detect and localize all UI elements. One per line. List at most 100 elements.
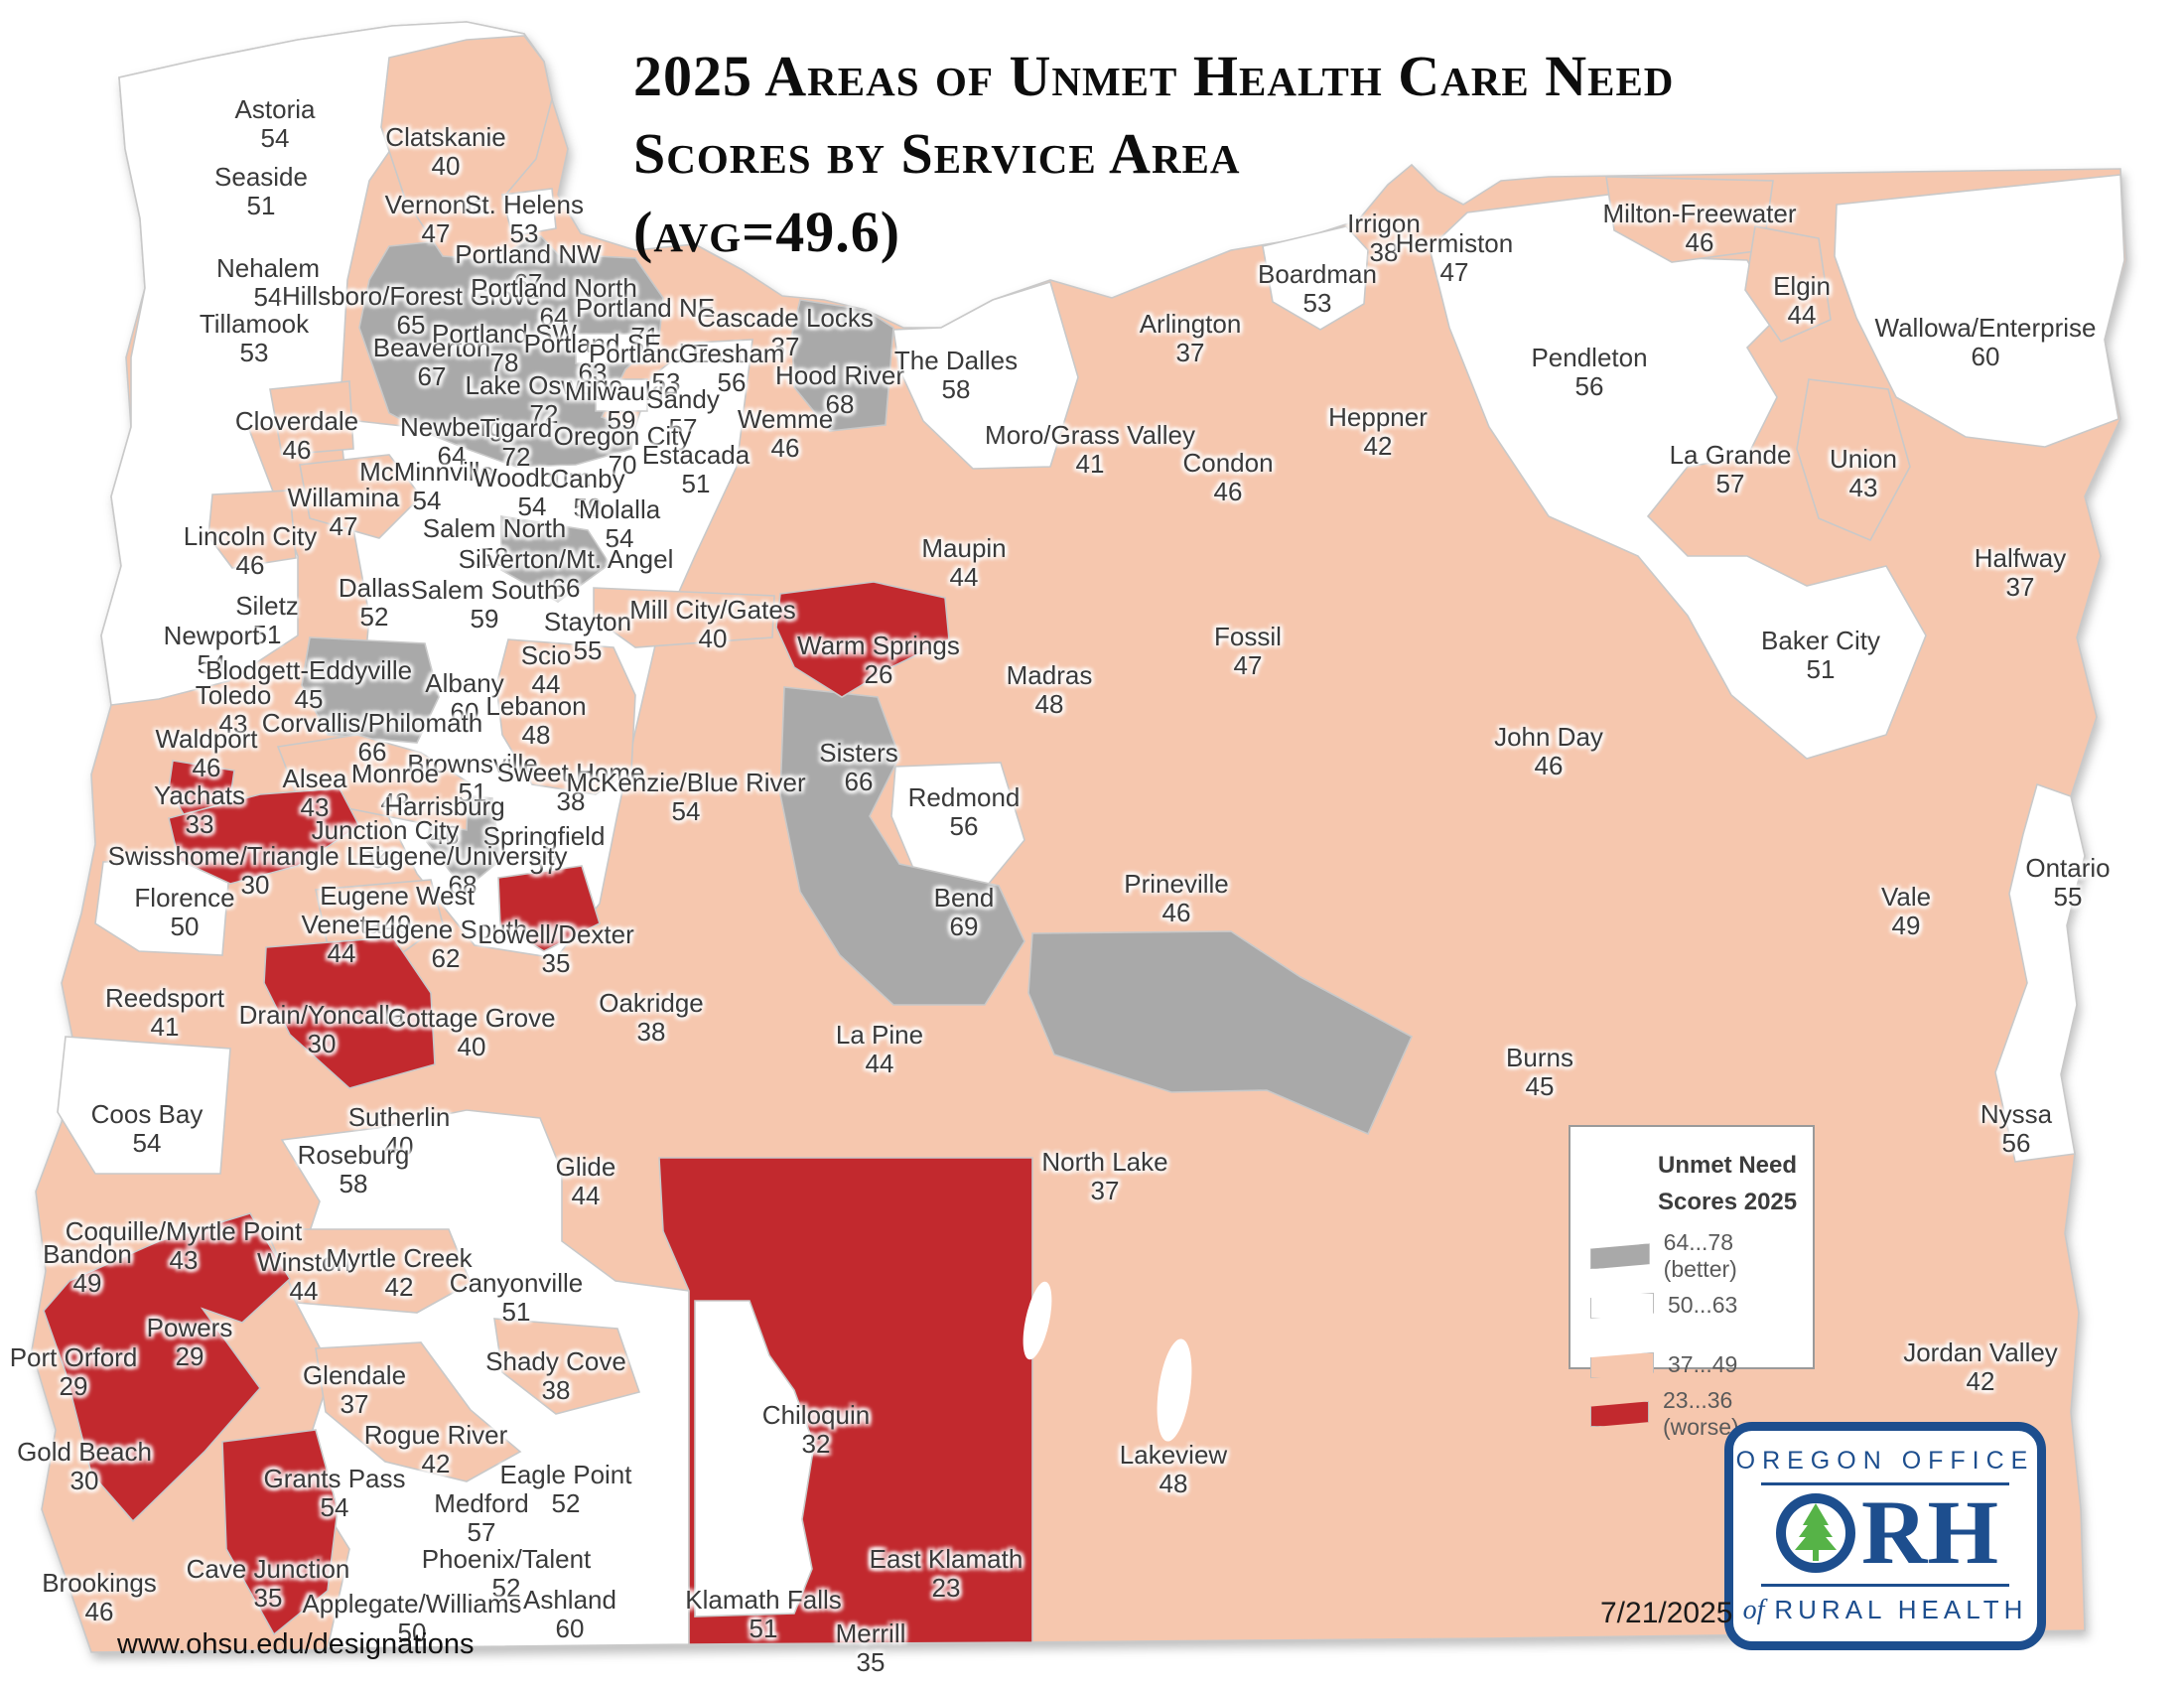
area-label: Toledo 43	[196, 680, 272, 740]
area-label: La Grande 57	[1670, 440, 1792, 499]
area-label: Bend 69	[934, 883, 995, 941]
footer-url: www.ohsu.edu/designations	[117, 1628, 475, 1660]
area-label: Cloverdale 46	[234, 406, 359, 465]
area-label: Lebanon 48	[485, 691, 586, 750]
area-score: 47	[1439, 257, 1469, 288]
area-name: Chiloquin	[761, 1400, 871, 1430]
area-score: 56	[2001, 1128, 2031, 1159]
area-name: Coquille/Myrtle Point	[65, 1216, 303, 1246]
region-shady-cove-peach	[493, 1318, 641, 1415]
area-label: Cascade Locks 37	[697, 303, 874, 361]
area-name: Medford	[434, 1488, 529, 1518]
area-name: Cascade Locks	[697, 303, 874, 333]
area-score: 46	[192, 753, 221, 783]
area-score: 53	[370, 844, 400, 875]
area-name: Willamina	[287, 483, 400, 512]
area-score: 72	[529, 399, 559, 430]
area-score: 57	[1715, 469, 1745, 499]
area-score: 44	[949, 562, 979, 593]
area-score: 63	[578, 357, 608, 388]
area-name: Myrtle Creek	[326, 1242, 473, 1273]
area-score: 58	[339, 1169, 368, 1199]
area-label: Fossil 47	[1214, 622, 1282, 680]
area-label: Bandon 49	[43, 1239, 132, 1299]
area-label: Clatskanie 40	[385, 122, 505, 181]
area-name: Jordan Valley	[1903, 1337, 2058, 1367]
area-label: Glide 44	[556, 1152, 616, 1210]
area-label: Drain/Yoncalla 30	[239, 1000, 405, 1058]
area-score: 57	[668, 413, 698, 444]
area-label: Stayton 55	[544, 607, 631, 665]
area-score: 37	[1090, 1176, 1120, 1206]
area-name: Swisshome/Triangle Lake	[107, 841, 403, 871]
area-name: Harrisburg	[384, 791, 505, 821]
area-label: Lowell/Dexter 35	[478, 919, 634, 979]
region-wallowa-white	[1834, 174, 2125, 448]
area-name: Gresham	[678, 339, 785, 368]
area-label: Jordan Valley 42	[1903, 1337, 2058, 1396]
area-label: Sisters 66	[819, 738, 897, 796]
area-label: Rogue River 42	[364, 1420, 508, 1478]
area-name: La Pine	[835, 1020, 924, 1050]
area-score: 44	[289, 1276, 319, 1307]
area-name: Gold Beach	[17, 1437, 152, 1467]
area-score: 44	[531, 669, 561, 700]
region-scio-lebanon-peach	[495, 638, 636, 795]
area-name: Roseburg	[297, 1140, 410, 1170]
area-score: 48	[1034, 689, 1064, 720]
area-name: Burns	[1506, 1043, 1573, 1072]
area-score: 60	[1971, 342, 2000, 372]
legend-label: 50...63	[1668, 1292, 1738, 1319]
area-score: 52	[491, 1573, 521, 1604]
area-name: Glendale	[302, 1360, 407, 1390]
area-score: 40	[698, 624, 728, 654]
area-score: 48	[1159, 1469, 1188, 1499]
area-name: Hermiston	[1395, 228, 1514, 258]
area-name: Mill City/Gates	[629, 595, 796, 625]
area-score: 35	[541, 948, 571, 979]
area-name: Warm Springs	[797, 631, 960, 660]
area-label: Scio 44	[521, 640, 572, 700]
area-score: 60	[555, 1614, 585, 1644]
area-label: Eugene West 49	[320, 881, 475, 939]
area-score: 51	[252, 620, 282, 650]
area-score: 40	[457, 1032, 486, 1062]
area-name: Maupin	[921, 533, 1007, 563]
area-score: 51	[458, 777, 487, 808]
area-name: Boardman	[1258, 259, 1377, 289]
area-score: 46	[235, 550, 265, 581]
area-score: 52	[359, 602, 389, 633]
area-name: Beaverton	[372, 333, 491, 362]
area-label: Madras 48	[1007, 660, 1093, 720]
area-score: 38	[1369, 237, 1399, 268]
area-name: East Klamath	[869, 1544, 1024, 1574]
area-name: Applegate/Williams	[302, 1589, 522, 1618]
logo-acronym: RH	[1772, 1486, 1998, 1578]
area-label: Harrisburg 46	[384, 791, 505, 850]
area-score: 54	[605, 523, 634, 554]
area-label: Gold Beach 30	[17, 1437, 152, 1496]
map-date: 7/21/2025	[1600, 1597, 1733, 1629]
area-label: North Lake 37	[1041, 1147, 1167, 1206]
area-score: 52	[551, 1488, 581, 1519]
area-score: 43	[218, 709, 248, 740]
area-score: 57	[467, 1517, 496, 1548]
area-label: McKenzie/Blue River 54	[566, 768, 805, 827]
area-label: Prineville 46	[1124, 869, 1229, 927]
area-label: Brownsville 51	[407, 749, 538, 808]
area-name: Molalla	[578, 494, 661, 524]
area-score: 49	[72, 1268, 102, 1299]
area-score: 30	[69, 1466, 99, 1496]
area-score: 54	[671, 796, 701, 827]
area-name: Woodburn	[473, 463, 592, 492]
area-name: Salem South	[410, 574, 559, 605]
area-score: 46	[1534, 751, 1564, 781]
area-name: Cloverdale	[234, 406, 359, 436]
area-name: Portland North	[471, 273, 637, 303]
region-ontario-nyssa-white	[1994, 782, 2086, 1163]
area-score: 54	[517, 492, 547, 522]
area-score: 71	[630, 322, 660, 352]
area-name: Eugene West	[320, 881, 475, 911]
region-southeast-bend-gray	[1027, 930, 1414, 1136]
area-name: Union	[1830, 444, 1897, 474]
